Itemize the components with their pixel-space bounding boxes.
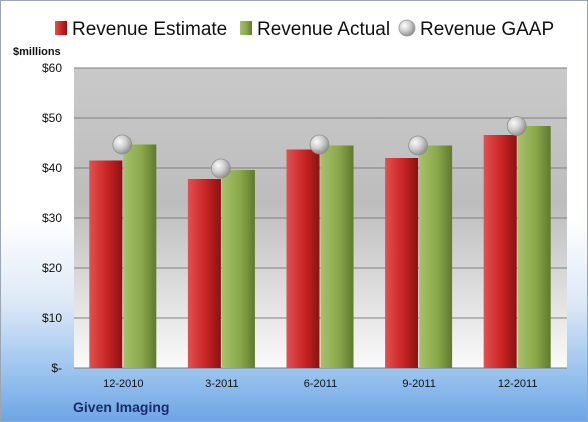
x-tick-label: 9-2011 bbox=[402, 378, 435, 390]
bar-actual-12-2010 bbox=[123, 144, 157, 368]
legend-swatch-gaap bbox=[398, 19, 416, 37]
x-tick-labels: 12-2010 3-2011 6-2011 9-2011 12-2011 bbox=[103, 378, 537, 390]
x-tick-label: 6-2011 bbox=[304, 378, 337, 390]
y-tick-label: $60 bbox=[42, 61, 62, 75]
y-tick-label: $- bbox=[51, 361, 62, 375]
bar-actual-3-2011 bbox=[221, 170, 255, 368]
marker-gaap-12-2011 bbox=[506, 116, 527, 136]
marker-gaap-12-2010 bbox=[112, 134, 133, 155]
marker-gaap-3-2011 bbox=[210, 158, 231, 179]
bar-actual-6-2011 bbox=[320, 145, 354, 368]
bar-estimate-12-2011 bbox=[483, 135, 517, 368]
bar-estimate-3-2011 bbox=[187, 179, 221, 368]
legend-label-gaap: Revenue GAAP bbox=[420, 19, 554, 40]
legend-item-revenue-actual: Revenue Actual bbox=[240, 19, 390, 40]
marker-gaap-9-2011 bbox=[408, 135, 429, 156]
bar-estimate-9-2011 bbox=[385, 158, 419, 368]
bars-layer bbox=[89, 126, 551, 368]
y-tick-label: $10 bbox=[42, 311, 62, 325]
legend-swatch-actual bbox=[240, 21, 252, 35]
company-name: Given Imaging bbox=[73, 399, 169, 415]
legend-swatch-estimate bbox=[55, 21, 67, 35]
x-tick-label: 12-2011 bbox=[498, 378, 538, 390]
legend-label-estimate: Revenue Estimate bbox=[72, 19, 227, 40]
y-tick-label: $50 bbox=[42, 111, 62, 125]
x-tick-label: 12-2010 bbox=[103, 378, 143, 390]
y-tick-labels: $- $10 $20 $30 $40 $50 $60 bbox=[42, 61, 62, 375]
legend-label-actual: Revenue Actual bbox=[257, 19, 390, 40]
y-axis-unit-label: $millions bbox=[13, 46, 61, 58]
y-tick-label: $40 bbox=[42, 161, 62, 175]
legend-item-revenue-gaap: Revenue GAAP bbox=[398, 19, 554, 40]
markers-layer bbox=[112, 116, 527, 179]
bar-estimate-12-2010 bbox=[89, 160, 123, 368]
bar-actual-9-2011 bbox=[419, 145, 453, 368]
marker-gaap-6-2011 bbox=[309, 134, 330, 155]
legend-item-revenue-estimate: Revenue Estimate bbox=[55, 19, 227, 40]
bar-estimate-6-2011 bbox=[286, 149, 320, 368]
legend: Revenue Estimate Revenue Actual Revenue … bbox=[55, 19, 554, 40]
y-tick-label: $30 bbox=[42, 211, 62, 225]
bar-actual-12-2011 bbox=[517, 126, 551, 368]
y-tick-label: $20 bbox=[42, 261, 62, 275]
x-tick-label: 3-2011 bbox=[205, 378, 238, 390]
